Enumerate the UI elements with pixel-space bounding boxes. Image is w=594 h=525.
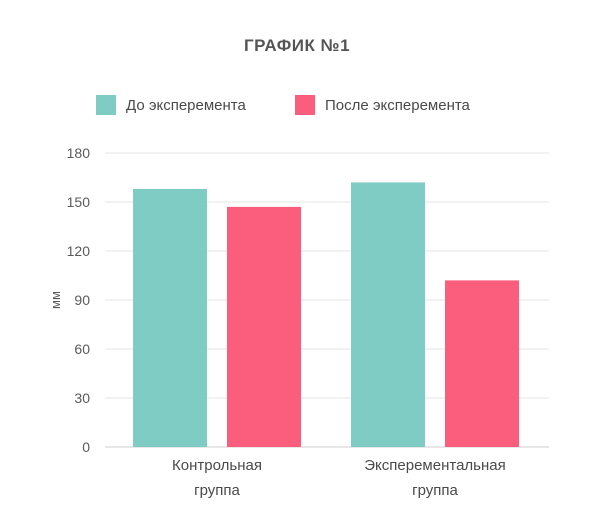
- category-label-line: группа: [412, 482, 458, 499]
- bar-after-control: [227, 206, 301, 447]
- legend-swatch: [295, 95, 315, 115]
- legend-swatch: [96, 95, 116, 115]
- legend-label: До эксперемента: [126, 97, 247, 114]
- category-label-line: Контрольная: [172, 457, 262, 474]
- y-tick-label: 30: [74, 390, 90, 406]
- y-tick-label: 60: [74, 341, 90, 357]
- y-tick-label: 180: [67, 145, 91, 161]
- y-tick-label: 90: [74, 292, 90, 308]
- x-axis-labels: Контрольная группа Эксперементальная группа: [172, 457, 506, 499]
- bar-after-experimental: [445, 280, 519, 447]
- category-label-line: Эксперементальная: [364, 457, 505, 474]
- y-axis-label: мм: [48, 291, 63, 309]
- category-label: Контрольная группа: [172, 457, 262, 499]
- bar-before-experimental: [351, 182, 425, 447]
- category-label-line: группа: [194, 482, 240, 499]
- y-axis-ticks: 0 30 60 90 120 150 180: [67, 145, 91, 455]
- bar-before-control: [133, 188, 207, 447]
- y-tick-label: 0: [82, 439, 90, 455]
- y-tick-label: 120: [67, 243, 91, 259]
- legend-item: После эксперемента: [295, 95, 471, 115]
- legend-item: До эксперемента: [96, 95, 247, 115]
- bars: [133, 182, 519, 447]
- legend: До эксперемента После эксперемента: [96, 95, 471, 115]
- chart-title: ГРАФИК №1: [244, 36, 350, 55]
- legend-label: После эксперемента: [325, 97, 471, 114]
- category-label: Эксперементальная группа: [364, 457, 505, 499]
- y-tick-label: 150: [67, 194, 91, 210]
